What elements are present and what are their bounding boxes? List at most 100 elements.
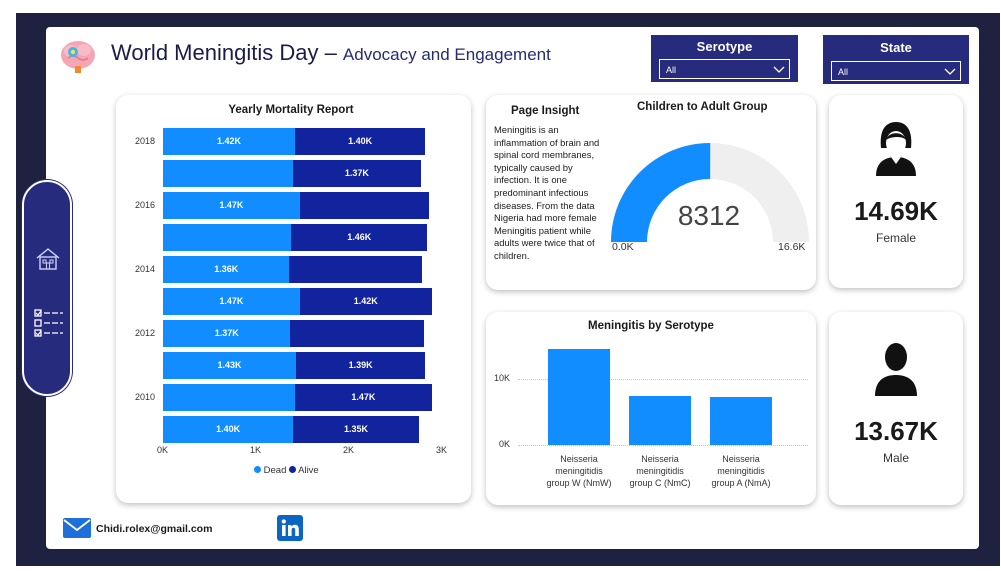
bar-data-label: 1.37K — [214, 328, 239, 338]
x-category-label-line: group A (NmA) — [711, 478, 771, 488]
bar-data-label: 1.37K — [344, 168, 369, 178]
legend-alive-marker — [289, 466, 296, 473]
title-subtitle: Advocacy and Engagement — [342, 45, 551, 64]
bar-alive-2011[interactable] — [295, 352, 426, 379]
bar-data-label: 1.40K — [348, 136, 373, 146]
x-category-label: Neisseria meningitidis group A (NmA) — [701, 453, 781, 489]
email-icon — [62, 516, 92, 540]
bar-alive-2009[interactable] — [293, 416, 419, 443]
y-tick-label: 2014 — [134, 264, 155, 274]
gauge-title: Children to Adult Group — [637, 101, 768, 113]
female-kpi-value: 14.69K — [854, 196, 938, 226]
x-category-label-line: meningitidis — [717, 466, 765, 476]
brain-logo-icon — [58, 38, 98, 76]
gauge-min-label: 0.0K — [612, 241, 634, 253]
bar-alive-2018[interactable] — [295, 128, 426, 155]
x-category-label-line: meningitidis — [636, 466, 684, 476]
x-category-label-line: meningitidis — [555, 466, 603, 476]
bar-alive-2015[interactable] — [291, 224, 428, 251]
female-icon — [873, 120, 919, 178]
email-address[interactable]: Chidi.rolex@gmail.com — [96, 523, 213, 535]
bar-alive-2012[interactable] — [290, 320, 425, 347]
list-icon[interactable] — [33, 308, 65, 340]
chart-legend: Dead Alive — [254, 465, 319, 476]
serotype-slicer: Serotype All — [651, 35, 798, 82]
x-category-label-line: Neisseria — [641, 454, 679, 464]
chevron-down-icon — [944, 68, 956, 75]
y-tick-label: 2012 — [134, 328, 155, 338]
bar-dead-2010[interactable] — [163, 384, 296, 411]
linkedin-icon[interactable] — [277, 515, 303, 541]
x-tick-label: 1K — [250, 445, 262, 455]
title-text: World Meningitis Day — [111, 40, 319, 65]
bar-data-label: 1.40K — [216, 424, 241, 434]
bar-alive-2013[interactable] — [299, 288, 432, 315]
bar-data-label: 1.47K — [219, 200, 244, 210]
gauge-fill — [611, 143, 711, 242]
bar-alive-2017[interactable] — [293, 160, 421, 187]
serotype-chart-title: Meningitis by Serotype — [588, 320, 714, 332]
bar-dead-2014[interactable] — [163, 256, 290, 283]
bar-alive-2014[interactable] — [289, 256, 422, 283]
x-category-label: Neisseria meningitidis group C (NmC) — [620, 453, 700, 489]
gauge-value: 8312 — [677, 200, 741, 231]
y-tick-label: 0K — [498, 439, 510, 449]
bar-data-label: 1.42K — [217, 136, 242, 146]
male-icon — [873, 340, 919, 398]
x-tick-label: 2K — [343, 445, 355, 455]
state-dropdown[interactable]: All — [831, 61, 961, 81]
serotype-bar[interactable] — [548, 349, 610, 445]
male-kpi-label: Male — [882, 451, 909, 465]
y-tick-label: 2016 — [134, 200, 155, 210]
nav-sidebar — [22, 180, 72, 396]
legend-alive-label: Alive — [298, 465, 319, 476]
state-dropdown-value: All — [838, 67, 849, 77]
x-tick-label: 0K — [157, 445, 169, 455]
bar-data-label: 1.42K — [353, 296, 378, 306]
x-category-label-line: Neisseria — [722, 454, 760, 464]
bar-dead-2013[interactable] — [163, 288, 300, 315]
bar-dead-2009[interactable] — [163, 416, 294, 443]
serotype-dropdown[interactable]: All — [659, 59, 790, 79]
y-tick-label: 10K — [493, 373, 510, 383]
bar-data-label: 1.47K — [219, 296, 244, 306]
bar-dead-2015[interactable] — [163, 224, 292, 251]
legend-dead-marker — [254, 466, 261, 473]
bar-alive-2016[interactable] — [299, 192, 429, 219]
female-kpi-label: Female — [875, 231, 916, 245]
bar-data-label: 1.43K — [217, 360, 242, 370]
bar-data-label: 1.39K — [348, 360, 373, 370]
gauge-chart — [611, 143, 809, 242]
x-category-label-line: group C (NmC) — [629, 478, 691, 488]
x-category-label-line: group W (NmW) — [546, 478, 612, 488]
legend-dead-label: Dead — [263, 465, 287, 476]
bar-data-label: 1.35K — [343, 424, 368, 434]
bar-alive-2010[interactable] — [295, 384, 432, 411]
x-category-label-line: Neisseria — [560, 454, 598, 464]
bar-dead-2017[interactable] — [163, 160, 294, 187]
page-title: World Meningitis Day – Advocacy and Enga… — [111, 40, 551, 66]
y-tick-label: 2010 — [134, 392, 155, 402]
serotype-bar[interactable] — [629, 396, 691, 445]
bar-data-label: 1.47K — [351, 392, 376, 402]
x-category-label: Neisseria meningitidis group W (NmW) — [539, 453, 619, 489]
chevron-down-icon — [773, 66, 785, 73]
serotype-bar[interactable] — [710, 396, 772, 445]
bar-data-label: 1.36K — [214, 264, 239, 274]
male-kpi-value: 13.67K — [854, 416, 938, 446]
bar-data-label: 1.46K — [347, 232, 372, 242]
title-separator: – — [318, 40, 343, 65]
bar-dead-2012[interactable] — [163, 320, 291, 347]
mortality-chart-title: Yearly Mortality Report — [228, 104, 354, 116]
home-icon[interactable] — [35, 246, 61, 272]
insight-title: Page Insight — [511, 105, 580, 117]
state-slicer: State All — [823, 35, 969, 84]
bar-dead-2016[interactable] — [163, 192, 300, 219]
state-slicer-label: State — [880, 40, 912, 55]
gridline — [518, 379, 808, 380]
bar-dead-2011[interactable] — [163, 352, 296, 379]
serotype-dropdown-value: All — [666, 65, 677, 75]
serotype-slicer-label: Serotype — [696, 39, 753, 54]
insight-text: Meningitis is an inflammation of brain a… — [494, 124, 600, 261]
bar-dead-2018[interactable] — [163, 128, 296, 155]
